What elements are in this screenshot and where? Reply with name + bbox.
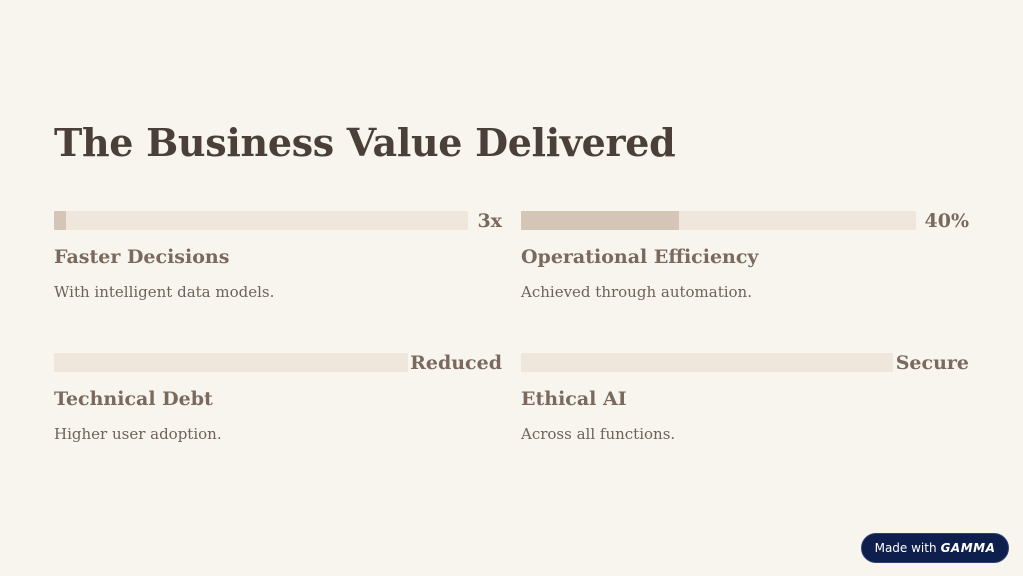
stat-description: Higher user adoption. <box>54 425 222 443</box>
stat-description: Achieved through automation. <box>521 283 752 301</box>
stat-heading: Technical Debt <box>54 388 213 410</box>
gamma-logo: GAMMA <box>940 541 996 555</box>
stat-card-ethical-ai: Secure Ethical AI Across all functions. <box>521 350 969 443</box>
stat-card-operational-efficiency: 40% Operational Efficiency Achieved thro… <box>521 208 969 301</box>
progress-bar-track <box>54 211 468 230</box>
progress-bar-track <box>521 211 916 230</box>
stat-heading: Faster Decisions <box>54 246 230 268</box>
stat-progress-row: 3x <box>54 208 502 234</box>
stat-value: 3x <box>477 210 502 232</box>
slide-title: The Business Value Delivered <box>54 120 676 165</box>
progress-bar-track <box>521 353 893 372</box>
stat-progress-row: 40% <box>521 208 969 234</box>
progress-bar-fill <box>521 211 679 230</box>
stat-progress-row: Secure <box>521 350 969 376</box>
badge-prefix: Made with <box>874 541 937 555</box>
stat-description: With intelligent data models. <box>54 283 275 301</box>
stat-value: Secure <box>895 352 969 374</box>
stat-heading: Operational Efficiency <box>521 246 759 268</box>
stat-value: 40% <box>924 210 970 232</box>
stat-card-technical-debt: Reduced Technical Debt Higher user adopt… <box>54 350 502 443</box>
stat-progress-row: Reduced <box>54 350 502 376</box>
made-with-gamma-badge[interactable]: Made with GAMMA <box>861 533 1009 563</box>
stat-value: Reduced <box>410 352 502 374</box>
progress-bar-fill <box>54 211 67 230</box>
stat-card-faster-decisions: 3x Faster Decisions With intelligent dat… <box>54 208 502 301</box>
stat-heading: Ethical AI <box>521 388 627 410</box>
stat-description: Across all functions. <box>521 425 676 443</box>
progress-bar-track <box>54 353 408 372</box>
